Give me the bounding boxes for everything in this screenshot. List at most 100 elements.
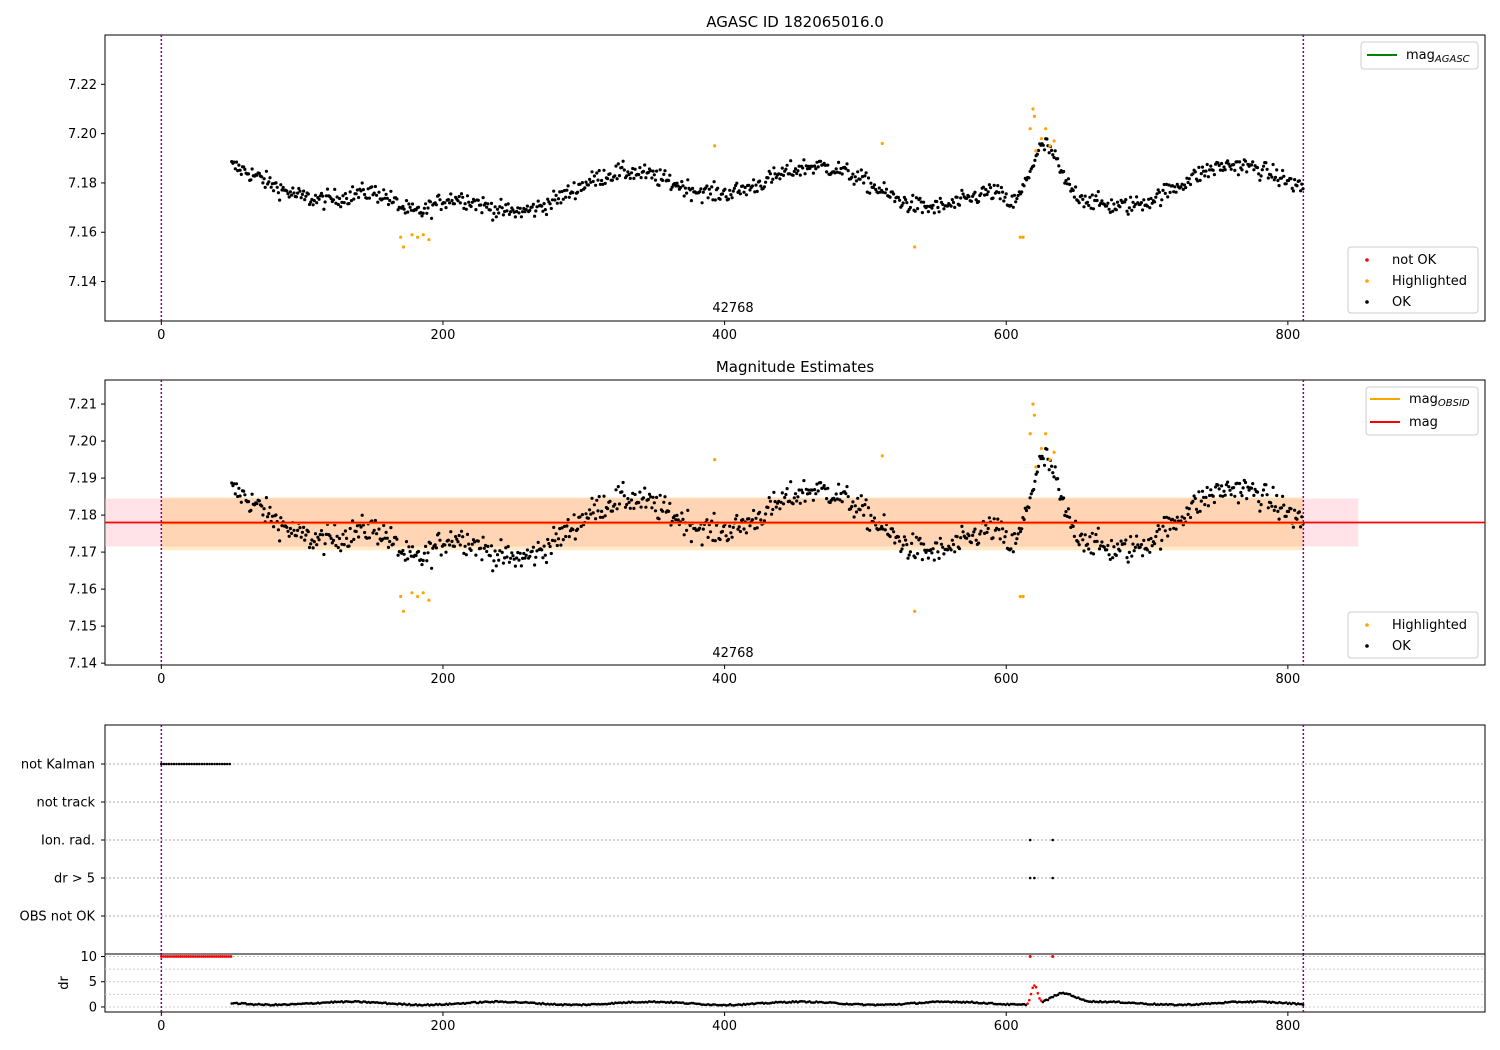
ok-point [1106, 543, 1110, 548]
dr-clipped-point [170, 955, 174, 958]
ok-point [747, 183, 751, 187]
ok-point [407, 545, 411, 549]
ok-point [1216, 483, 1220, 487]
ok-point [521, 210, 525, 214]
ok-point [1099, 201, 1103, 205]
ok-point [591, 511, 595, 515]
ok-point [339, 205, 343, 209]
ok-point [329, 536, 333, 541]
ok-point [480, 211, 484, 215]
ok-point [341, 194, 345, 198]
ok-point [499, 197, 503, 201]
ok-point [1223, 168, 1227, 172]
ok-point [345, 196, 349, 201]
ok-point [1212, 500, 1216, 505]
ok-point [950, 538, 954, 542]
ok-point [323, 200, 327, 204]
ok-point [1156, 188, 1160, 192]
panel1-legend-top: magAGASC [1360, 41, 1479, 70]
ok-point [303, 198, 307, 202]
y-tick-label: 10 [80, 950, 97, 965]
ok-point [633, 167, 637, 171]
ok-point [700, 201, 704, 205]
ok-point [420, 214, 424, 218]
ok-point [1282, 503, 1286, 507]
ok-point [402, 552, 406, 556]
ok-point [340, 200, 344, 204]
ok-point [1279, 176, 1284, 180]
ok-point [1235, 481, 1239, 485]
ok-point [869, 513, 873, 518]
dr-point [1028, 998, 1031, 1002]
ok-point [474, 208, 478, 212]
dr-point [1031, 986, 1034, 990]
ok-point [1257, 172, 1261, 176]
ok-point [576, 527, 580, 531]
ok-point [710, 185, 714, 189]
ok-point [935, 541, 939, 545]
ok-point [1003, 195, 1007, 199]
ok-point [1272, 178, 1276, 182]
ok-point [279, 183, 283, 187]
ok-point [1050, 148, 1054, 152]
ok-point [302, 189, 306, 193]
ok-point [404, 540, 409, 544]
ok-point [1186, 512, 1190, 517]
ok-point [871, 185, 875, 190]
ok-point [292, 191, 296, 195]
ok-point [792, 169, 796, 173]
ok-point [518, 206, 522, 210]
ok-point [839, 166, 843, 171]
ok-point [652, 501, 656, 505]
ok-point [1235, 160, 1239, 164]
ok-point [811, 171, 816, 175]
ok-point [957, 203, 962, 207]
ok-point [950, 198, 954, 202]
ok-point [1090, 531, 1094, 535]
ok-point [1175, 515, 1179, 519]
ok-point [272, 189, 276, 193]
ok-point [657, 183, 661, 187]
ok-point [711, 198, 715, 202]
ok-point [347, 202, 351, 206]
ok-point [1126, 560, 1130, 564]
ok-point [1281, 168, 1285, 173]
ok-point [267, 180, 271, 184]
ok-point [996, 184, 1000, 188]
ok-point [991, 536, 995, 540]
ok-point [565, 524, 569, 528]
ok-point [744, 193, 749, 197]
y-tick-label: 0 [89, 1000, 97, 1015]
ok-point [1293, 508, 1297, 512]
ok-point [919, 542, 923, 546]
ok-point [743, 185, 747, 190]
ok-point [625, 502, 629, 507]
ok-point [805, 492, 810, 496]
ok-point [1223, 493, 1227, 497]
ok-point [238, 494, 242, 498]
ok-point [554, 193, 558, 197]
ok-point [1270, 504, 1274, 508]
ok-point [936, 205, 940, 210]
ok-point [385, 536, 389, 540]
ok-point [914, 535, 919, 539]
ok-point [1204, 495, 1208, 499]
ok-point [421, 558, 425, 563]
ok-point [1029, 492, 1033, 496]
ok-point [562, 188, 567, 193]
ok-point [446, 198, 450, 202]
ok-point [242, 165, 246, 169]
ok-point [444, 550, 448, 554]
ok-point [655, 495, 659, 499]
ok-point [1202, 169, 1206, 173]
dr-clipped-point [166, 955, 170, 958]
ok-point [463, 544, 467, 548]
ok-point [957, 547, 962, 551]
ok-point [1211, 494, 1215, 498]
ok-point [1042, 463, 1047, 467]
ok-point [851, 172, 855, 176]
ok-point [997, 528, 1001, 532]
ok-point [904, 198, 908, 202]
ok-point [1252, 493, 1256, 497]
ok-point [1224, 483, 1228, 487]
